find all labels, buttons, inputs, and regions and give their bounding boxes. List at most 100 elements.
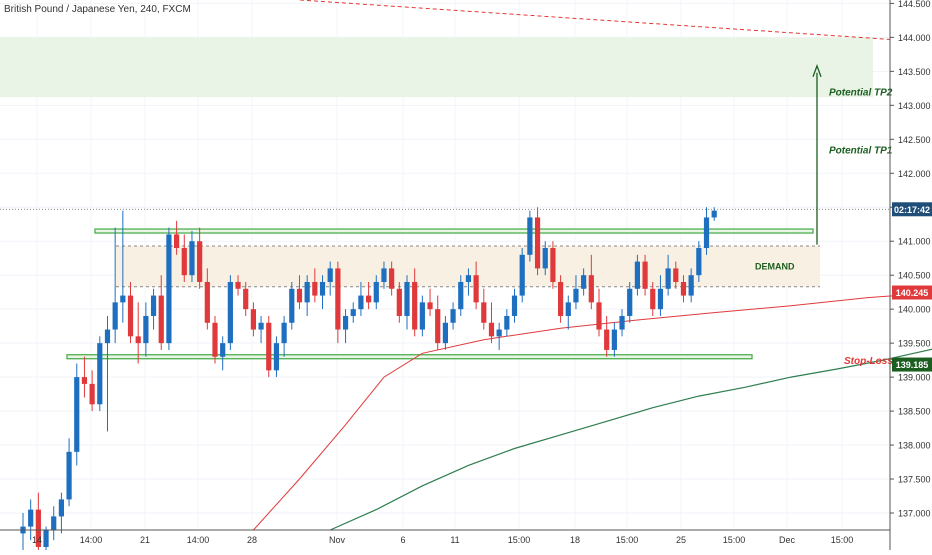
candle-body xyxy=(197,241,203,282)
candle-body xyxy=(112,302,118,330)
ma-value-tag: 140.245 xyxy=(896,288,929,298)
candle-body xyxy=(120,295,126,303)
descending-trend-line xyxy=(299,0,891,40)
ma-value-tag-bg xyxy=(892,285,932,300)
candle-body xyxy=(650,288,656,310)
candle-body xyxy=(488,322,495,337)
candle-body xyxy=(596,302,602,330)
candle-body xyxy=(519,254,525,296)
time-axis-label: 15:00 xyxy=(508,535,531,545)
candle-body xyxy=(527,217,533,255)
potential-tp1-label: Potential TP1 xyxy=(829,145,893,156)
candle-body xyxy=(473,275,479,303)
candle-body xyxy=(627,288,633,316)
candle-body xyxy=(58,499,64,517)
time-axis-label: 21 xyxy=(140,535,150,545)
candle-body xyxy=(166,234,172,344)
candle-body xyxy=(611,329,617,350)
potential-tp2-label: Potential TP2 xyxy=(829,88,893,99)
candle-body xyxy=(458,281,464,310)
candle-body xyxy=(542,248,548,269)
price-axis-label: 139.000 xyxy=(898,373,931,383)
current-time-tag: 02:17:42 xyxy=(894,205,930,215)
price-axis-label: 142.000 xyxy=(898,169,931,179)
stop-loss-level-box xyxy=(66,354,753,360)
annotations: Potential TP2 Potential TP1 DEMAND Stop-Los… xyxy=(0,0,893,367)
candle-body xyxy=(711,210,717,218)
candle-body xyxy=(604,329,610,350)
take-profit-zone xyxy=(0,37,873,98)
price-axis-label: 138.000 xyxy=(898,441,931,451)
candle-body xyxy=(189,241,195,276)
candle-body xyxy=(350,309,356,316)
candle-body xyxy=(565,302,571,316)
time-axis-label: 15:00 xyxy=(616,535,639,545)
candle-body xyxy=(204,281,210,323)
candle-body xyxy=(281,322,287,344)
candle-body xyxy=(412,281,418,330)
price-axis-label: 139.500 xyxy=(898,339,931,349)
candle-body xyxy=(235,281,241,289)
candle-body xyxy=(381,268,387,282)
price-axis-label: 140.500 xyxy=(898,271,931,281)
time-axis-label: 14 xyxy=(32,535,42,545)
candle-body xyxy=(688,275,694,296)
time-axis-label: 25 xyxy=(676,535,686,545)
candle-body xyxy=(28,509,34,527)
moving-averages xyxy=(253,292,932,531)
candle-body xyxy=(181,248,187,276)
candle-body xyxy=(220,343,226,357)
candle-body xyxy=(435,309,441,344)
time-axis-label: 15:00 xyxy=(723,535,746,545)
candle-body xyxy=(419,302,425,330)
candle-body xyxy=(481,302,487,323)
candle-body xyxy=(327,268,333,282)
stop-loss-value-tag-bg xyxy=(892,357,932,372)
zones xyxy=(0,37,873,360)
candle-body xyxy=(550,248,556,282)
current-time-tag-bg xyxy=(892,202,932,217)
candle-body xyxy=(227,281,233,344)
resistance-level-box xyxy=(94,228,814,234)
candle-body xyxy=(312,281,318,296)
candle-body xyxy=(296,288,303,303)
candles xyxy=(20,207,717,555)
candle-body xyxy=(634,261,640,289)
slow-moving-average-line xyxy=(329,348,932,531)
candle-body xyxy=(250,309,256,330)
candle-body xyxy=(174,234,180,249)
candle-body xyxy=(135,336,141,344)
candle-body xyxy=(66,451,72,500)
candle-body xyxy=(335,268,341,330)
candle-body xyxy=(373,281,379,303)
time-axis-label: 6 xyxy=(400,535,405,545)
time-axis-label: 18 xyxy=(570,535,580,545)
candle-body xyxy=(465,275,472,282)
candle-body xyxy=(427,302,433,310)
stop-loss-label: Stop-Loss xyxy=(844,356,893,367)
candle-body xyxy=(266,322,272,371)
time-axis-label: Dec xyxy=(779,535,796,545)
price-axis-label: 143.000 xyxy=(898,101,931,111)
price-axis-label: 143.500 xyxy=(898,67,931,77)
candle-body xyxy=(319,281,326,296)
candle-body xyxy=(504,315,510,330)
candle-body xyxy=(81,377,88,384)
fast-moving-average-line xyxy=(253,292,932,531)
price-axis-label: 144.000 xyxy=(898,33,931,43)
candle-body xyxy=(581,275,587,289)
candle-body xyxy=(158,295,164,344)
price-axis-label: 144.500 xyxy=(898,0,931,9)
candle-body xyxy=(143,315,149,344)
candle-body xyxy=(404,281,410,316)
chart-title: British Pound / Japanese Yen, 240, FXCM xyxy=(4,4,191,15)
time-axis-label: Nov xyxy=(329,535,346,545)
candle-body xyxy=(642,261,648,289)
candle-body xyxy=(127,295,134,337)
candle-body xyxy=(534,217,541,269)
candle-body xyxy=(657,288,664,310)
time-axis-label: 14:00 xyxy=(80,535,103,545)
stop-loss-value-tag: 139.185 xyxy=(896,360,929,370)
